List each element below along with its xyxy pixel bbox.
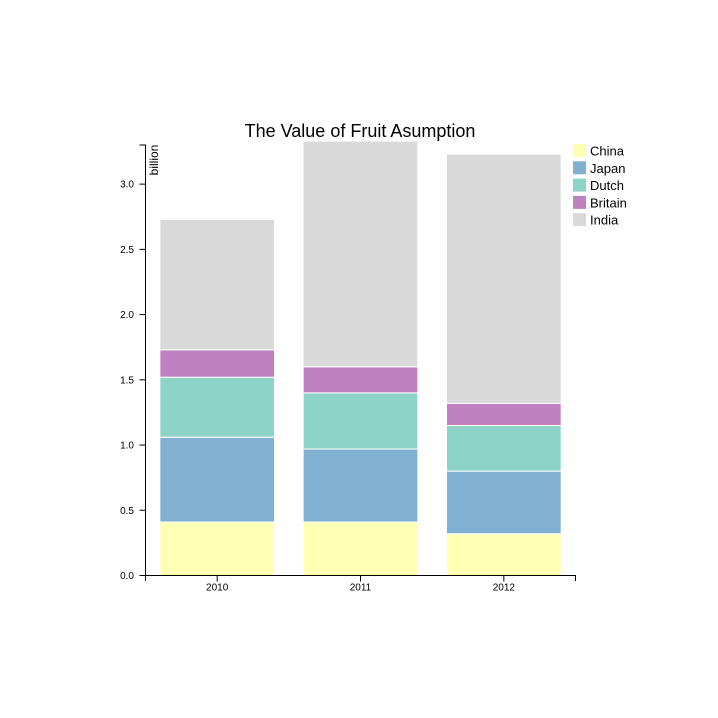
x-axis: 2010 2011 2012 — [145, 575, 576, 594]
legend-label-india: India — [590, 213, 619, 228]
bar-japan-2012 — [446, 470, 562, 535]
bar-britain-2012 — [446, 402, 562, 426]
y-tick-label: 3.0 — [120, 180, 134, 191]
legend-label-britain: Britain — [590, 195, 627, 210]
bar-china-2011 — [302, 521, 419, 576]
bars-group — [159, 140, 562, 576]
y-tick-label: 0.0 — [120, 571, 134, 582]
legend: China Japan Dutch Britain India — [573, 144, 627, 228]
y-axis: 0.0 0.5 1.0 1.5 2.0 2.5 3.0 — [120, 144, 146, 582]
bar-japan-2011 — [302, 448, 419, 523]
y-tick-label: 1.5 — [120, 375, 134, 386]
legend-swatch-britain — [573, 195, 586, 209]
y-tick-label: 1.0 — [120, 441, 134, 452]
x-tick-label: 2012 — [493, 583, 516, 594]
bar-china-2010 — [159, 521, 275, 576]
y-tick-label: 2.0 — [120, 310, 134, 321]
bar-japan-2010 — [159, 436, 275, 523]
bar-britain-2011 — [302, 366, 419, 394]
y-tick-label: 2.5 — [120, 245, 134, 256]
legend-label-dutch: Dutch — [590, 178, 624, 193]
legend-label-japan: Japan — [590, 161, 625, 176]
bar-dutch-2010 — [159, 376, 275, 438]
y-axis-label: billion — [147, 145, 161, 176]
y-tick-label: 0.5 — [120, 506, 134, 517]
bar-india-2011 — [302, 140, 419, 368]
bar-britain-2010 — [159, 349, 275, 378]
legend-swatch-india — [573, 213, 586, 227]
legend-swatch-china — [573, 144, 586, 157]
x-tick-label: 2011 — [350, 583, 372, 594]
bar-china-2012 — [446, 533, 562, 576]
legend-swatch-dutch — [573, 178, 586, 192]
bar-india-2012 — [446, 153, 562, 404]
bar-india-2010 — [159, 218, 275, 351]
bar-dutch-2011 — [302, 392, 419, 450]
x-tick-label: 2010 — [206, 583, 229, 594]
bar-dutch-2012 — [446, 424, 562, 472]
legend-swatch-japan — [573, 161, 586, 175]
legend-label-china: China — [590, 144, 625, 159]
chart-title: The Value of Fruit Asumption — [245, 121, 476, 141]
y-axis-line — [139, 144, 146, 576]
